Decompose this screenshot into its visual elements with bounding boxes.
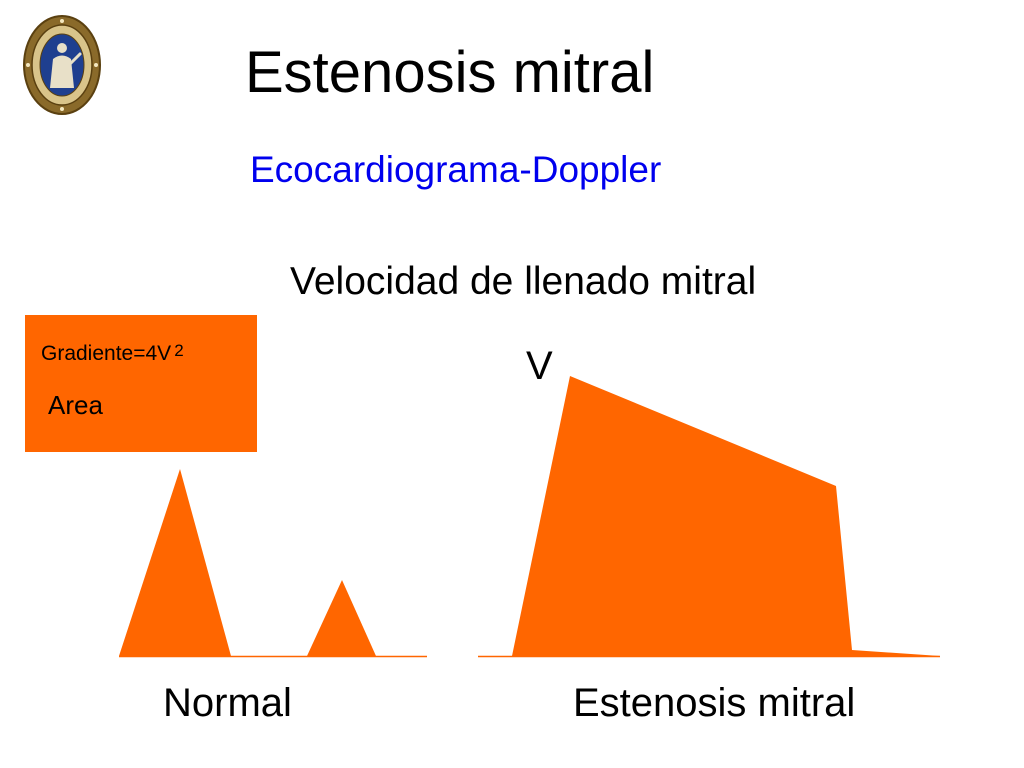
gradient-formula: Gradiente=4V 2 <box>41 341 184 365</box>
seal-figure-arm <box>68 52 82 66</box>
normal-e-wave <box>119 469 231 656</box>
formula-box: Gradiente=4V 2 Area <box>25 315 257 452</box>
seal-dot-left <box>26 63 30 67</box>
normal-a-wave <box>307 580 376 656</box>
seal-dot-bottom <box>60 107 64 111</box>
university-seal-icon <box>23 15 101 115</box>
slide-title: Estenosis mitral <box>245 40 655 105</box>
stenosis-wave <box>512 376 940 656</box>
area-label: Area <box>48 390 103 420</box>
seal-dot-top <box>60 19 64 23</box>
slide-subtitle: Ecocardiograma-Doppler <box>250 149 662 190</box>
seal-figure-head <box>57 43 67 53</box>
velocity-axis-label: V <box>526 344 553 388</box>
stenosis-label: Estenosis mitral <box>573 681 856 725</box>
normal-label: Normal <box>163 681 292 725</box>
gradient-formula-text: Gradiente=4V <box>41 342 172 365</box>
gradient-exponent: 2 <box>174 341 184 360</box>
seal-dot-right <box>94 63 98 67</box>
seal-figure-body <box>50 55 74 88</box>
diagram-heading: Velocidad de llenado mitral <box>290 260 757 303</box>
